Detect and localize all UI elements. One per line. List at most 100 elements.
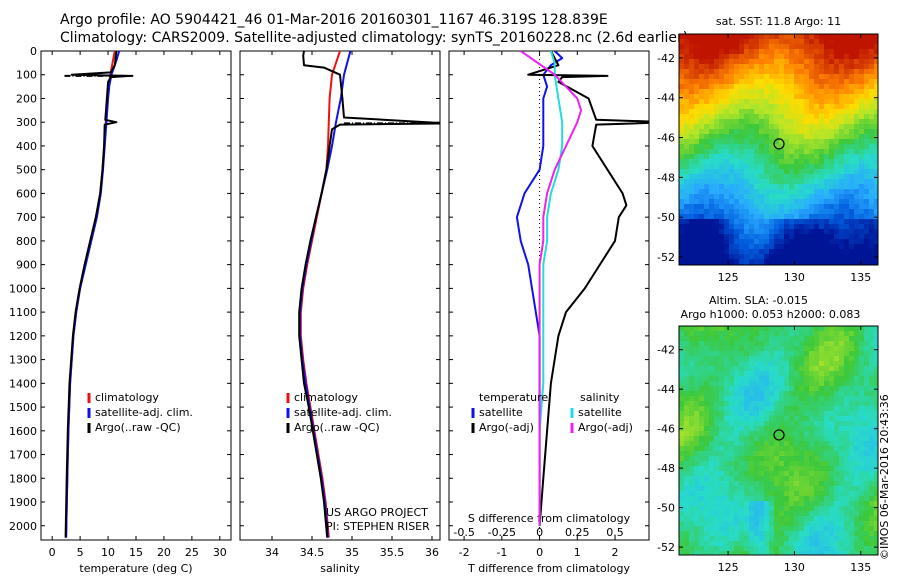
sst-title: sat. SST: 11.8 Argo: 11 [716, 15, 841, 28]
difference-chart: -2 -1 0 1 2 T difference from climatology -0.5… [448, 50, 650, 575]
legend-label: Argo(-adj) [479, 421, 534, 434]
float-position-marker [773, 138, 785, 150]
sst-map: -42 -44 -46 -48 -50 -52 125 130 135 sat. SST: 11.… [657, 15, 879, 284]
sla-map: -42 -44 -46 -48 -50 -52 125 130 135 Altim. SLA: -… [657, 294, 879, 574]
float-position-marker [773, 429, 785, 441]
lon-tick-label: 135 [850, 271, 871, 284]
x-tick-label: 35.5 [380, 546, 405, 559]
sst-frame [678, 33, 879, 266]
lat-tick-label: -44 [657, 383, 675, 396]
depth-tick-label: 1500 [9, 401, 37, 414]
x-tick-label: 25 [185, 546, 199, 559]
x-tick-label: 0 [536, 546, 543, 559]
sla-title-2: Argo h1000: 0.053 h2000: 0.083 [681, 308, 861, 321]
header-title-line1: Argo profile: AO 5904421_46 01-Mar-2016 … [60, 12, 608, 28]
x-tick-label: 5 [77, 546, 84, 559]
depth-tick-label: 500 [16, 164, 37, 177]
legend-label: Argo(..raw -QC) [95, 421, 181, 434]
temperature-frame [40, 50, 232, 541]
legend-title-salinity: salinity [580, 391, 620, 404]
depth-tick-label: 0 [30, 45, 37, 58]
depth-tick-label: 2000 [9, 520, 37, 533]
depth-tick-label: 1800 [9, 472, 37, 485]
lat-tick-label: -42 [657, 52, 675, 65]
sla-field [679, 326, 879, 556]
x-tick-label: 15 [129, 546, 143, 559]
depth-tick-label: 1700 [9, 449, 37, 462]
depth-tick-label: 1300 [9, 354, 37, 367]
depth-tick-label: 1900 [9, 496, 37, 509]
x-tick-label: 1 [574, 546, 581, 559]
x-tick-label: 30 [213, 546, 227, 559]
legend-label: satellite [578, 406, 622, 419]
depth-tick-label: 1600 [9, 425, 37, 438]
series-line-climatology [299, 51, 341, 538]
s-tick-label: -0.25 [488, 526, 516, 539]
lat-tick-label: -46 [657, 423, 675, 436]
depth-tick-label: 300 [16, 116, 37, 129]
lat-tick-label: -52 [657, 541, 675, 554]
lon-tick-label: 125 [718, 271, 739, 284]
lat-tick-label: -50 [657, 502, 675, 515]
difference-frame [448, 50, 650, 541]
x-tick-label: 36 [425, 546, 439, 559]
legend-label: Argo(-adj) [578, 421, 633, 434]
x-tick-label: -1 [496, 546, 507, 559]
s-tick-label: 0.5 [606, 526, 624, 539]
difference-xlabel: T difference from climatology [467, 562, 630, 575]
s-axis-label: S difference from climatology [468, 512, 631, 525]
x-tick-label: 0 [49, 546, 56, 559]
salinity-xlabel: salinity [320, 562, 360, 575]
imos-stamp: ©IMOS 06-Mar-2016 20:43:36 [878, 394, 891, 560]
lon-tick-label: 135 [850, 561, 871, 574]
sla-title-1: Altim. SLA: -0.015 [709, 294, 808, 307]
legend-label: Argo(..raw -QC) [294, 421, 380, 434]
x-tick-label: 10 [101, 546, 115, 559]
depth-tick-label: 1200 [9, 330, 37, 343]
legend-label: satellite [479, 406, 523, 419]
depth-tick-label: 700 [16, 211, 37, 224]
series-line-argo-raw-qc- [64, 51, 132, 538]
salinity-chart: 34 34.5 35 35.5 36 salinity climatology satelli… [239, 50, 441, 575]
s-tick-label: 0.25 [565, 526, 590, 539]
legend-title-temperature: temperature [479, 391, 548, 404]
temperature-chart: 0100200300400500600700800900100011001200… [9, 45, 232, 575]
depth-tick-label: 1400 [9, 377, 37, 390]
x-tick-label: 2 [612, 546, 619, 559]
legend-label: satellite-adj. clim. [95, 406, 193, 419]
depth-tick-label: 400 [16, 140, 37, 153]
temperature-xlabel: temperature (deg C) [79, 562, 192, 575]
legend-label: climatology [294, 391, 358, 404]
annotation-project: US ARGO PROJECT [326, 506, 428, 519]
depth-tick-label: 100 [16, 69, 37, 82]
series-line-argo-raw-qc- [298, 51, 440, 538]
x-tick-label: 34.5 [300, 546, 325, 559]
x-tick-label: -2 [459, 546, 470, 559]
depth-tick-label: 1100 [9, 306, 37, 319]
x-tick-label: 20 [157, 546, 171, 559]
annotation-pi: PI: STEPHEN RISER [326, 520, 430, 533]
x-tick-label: 34 [265, 546, 279, 559]
lon-tick-label: 130 [784, 271, 805, 284]
depth-tick-label: 200 [16, 92, 37, 105]
x-tick-label: 35 [345, 546, 359, 559]
series-line-s-satellite [538, 51, 564, 526]
sst-field [679, 34, 879, 266]
header-title-line2: Climatology: CARS2009. Satellite-adjuste… [60, 30, 689, 46]
s-tick-label: 0 [536, 526, 543, 539]
lat-tick-label: -52 [657, 251, 675, 264]
s-tick-label: -0.5 [453, 526, 474, 539]
legend-label: satellite-adj. clim. [294, 406, 392, 419]
legend-label: climatology [95, 391, 159, 404]
depth-tick-label: 1000 [9, 282, 37, 295]
lat-tick-label: -48 [657, 462, 675, 475]
depth-tick-label: 900 [16, 259, 37, 272]
lat-tick-label: -46 [657, 132, 675, 145]
lat-tick-label: -44 [657, 92, 675, 105]
series-line-t-argo-adj- [527, 51, 649, 526]
depth-tick-label: 600 [16, 187, 37, 200]
series-line-s-argo-adj- [520, 51, 583, 526]
sla-frame [678, 325, 879, 556]
lat-tick-label: -48 [657, 171, 675, 184]
